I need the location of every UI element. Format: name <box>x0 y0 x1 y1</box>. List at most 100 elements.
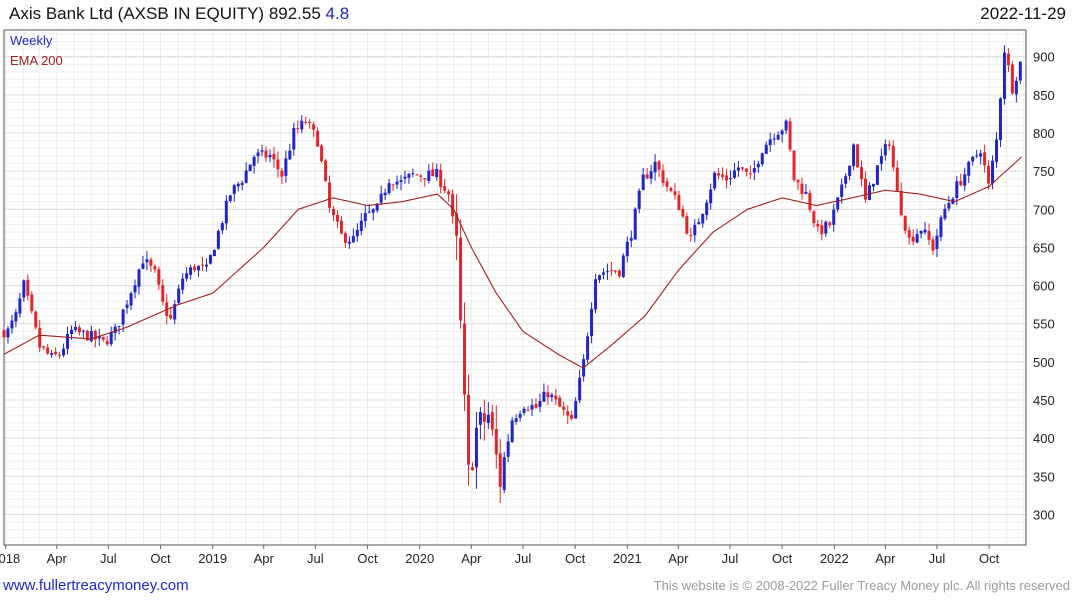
candle-body <box>296 128 300 130</box>
candle-body <box>14 312 18 322</box>
candle-body <box>101 336 105 340</box>
candle-body <box>621 255 625 277</box>
candle-body <box>232 185 236 194</box>
candle-body <box>169 314 173 319</box>
candle-body <box>399 180 403 183</box>
candle-body <box>141 263 145 269</box>
candle-body <box>30 294 34 312</box>
candle-body <box>542 391 546 402</box>
candle-body <box>562 406 566 410</box>
candle-body <box>38 327 42 348</box>
candle-body <box>510 420 514 442</box>
candle-body <box>784 120 788 131</box>
candle-body <box>725 175 729 181</box>
y-tick-label: 500 <box>1033 355 1055 370</box>
x-tick-label: Apr <box>47 551 68 566</box>
candle-body <box>379 193 383 203</box>
candle-body <box>637 190 641 209</box>
candle-body <box>832 209 836 225</box>
candle-body <box>673 191 677 195</box>
candle-body <box>764 144 768 154</box>
candle-body <box>121 309 125 325</box>
candle-body <box>943 208 947 219</box>
candle-body <box>856 144 860 168</box>
candle-body <box>292 127 296 150</box>
ema200-line <box>3 156 1022 369</box>
candle-body <box>280 170 284 177</box>
candle-body <box>530 405 534 410</box>
candle-body <box>54 351 58 355</box>
candle-body <box>808 192 812 210</box>
candle-body <box>204 264 208 267</box>
candle-body <box>463 323 467 395</box>
candle-body <box>474 427 478 468</box>
candle-body <box>923 229 927 233</box>
y-tick-label: 350 <box>1033 469 1055 484</box>
candle-body <box>351 235 355 243</box>
candle-body <box>1002 52 1006 99</box>
candle-body <box>887 144 891 146</box>
candle-body <box>137 269 141 287</box>
candle-body <box>1018 61 1022 81</box>
candle-body <box>570 415 574 419</box>
candle-body <box>328 182 332 208</box>
candle-body <box>482 413 486 422</box>
candle-body <box>748 173 752 175</box>
candle-body <box>947 202 951 209</box>
candle-body <box>736 167 740 171</box>
candle-body <box>363 212 367 222</box>
candle-body <box>145 259 149 263</box>
candle-body <box>1010 64 1014 94</box>
candle-body <box>550 394 554 398</box>
candle-body <box>871 183 875 187</box>
candle-body <box>899 190 903 215</box>
candle-body <box>669 188 673 191</box>
candle-body <box>860 167 864 180</box>
candle-body <box>268 155 272 158</box>
candle-body <box>649 171 653 179</box>
candle-body <box>939 217 943 238</box>
candle-body <box>685 216 689 234</box>
candle-body <box>594 279 598 310</box>
candle-body <box>760 153 764 165</box>
candle-body <box>343 233 347 243</box>
site-link[interactable]: www.fullertreacymoney.com <box>3 577 189 594</box>
candle-body <box>478 412 482 425</box>
y-tick-label: 600 <box>1033 279 1055 294</box>
candle-body <box>661 170 665 183</box>
candle-body <box>812 211 816 224</box>
candle-body <box>439 169 443 188</box>
candle-body <box>534 403 538 408</box>
x-tick-label: Apr <box>668 551 689 566</box>
candle-body <box>578 377 582 401</box>
candle-body <box>228 195 232 201</box>
candle-body <box>244 170 248 183</box>
x-tick-label: 2018 <box>0 551 20 566</box>
candle-body <box>975 155 979 157</box>
x-tick-label: Jul <box>307 551 324 566</box>
x-tick-label: 2020 <box>405 551 434 566</box>
candle-body <box>788 121 792 150</box>
candle-body <box>490 412 494 430</box>
candle-body <box>153 266 157 270</box>
candle-body <box>681 209 685 217</box>
candle-body <box>824 221 828 234</box>
candle-body <box>820 225 824 235</box>
x-tick-label: Jul <box>929 551 946 566</box>
candle-body <box>403 176 407 179</box>
candle-body <box>554 395 558 400</box>
candle-body <box>641 174 645 191</box>
candle-body <box>629 238 633 241</box>
candle-body <box>776 134 780 140</box>
x-tick-label: Oct <box>772 551 793 566</box>
candle-body <box>276 159 280 170</box>
candle-body <box>252 156 256 166</box>
candle-body <box>613 270 617 272</box>
candle-body <box>895 167 899 192</box>
candle-body <box>494 428 498 455</box>
candle-body <box>907 230 911 238</box>
candle-body <box>883 144 887 156</box>
candle-body <box>693 224 697 236</box>
candle-body <box>538 401 542 408</box>
